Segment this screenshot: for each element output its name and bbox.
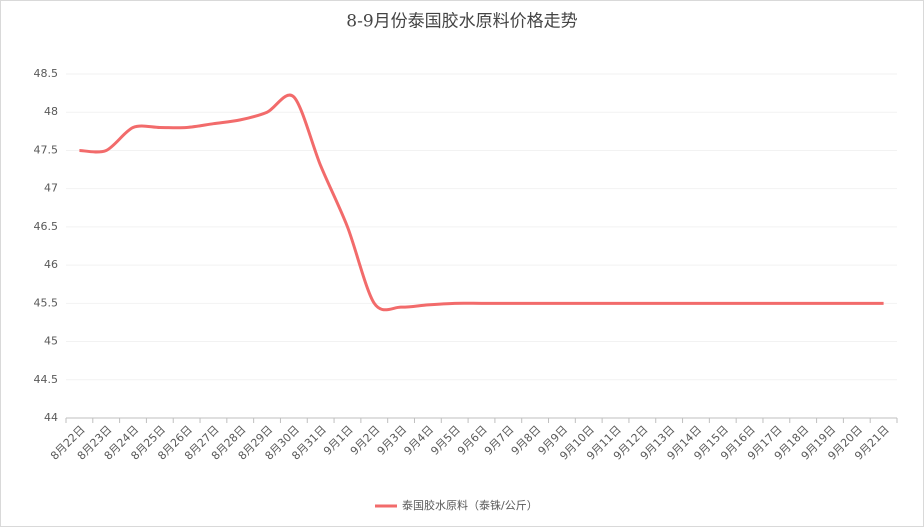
chart-title: 8-9月份泰国胶水原料价格走势 — [346, 12, 577, 32]
y-tick-label: 46 — [44, 258, 58, 271]
y-tick-label: 47 — [44, 182, 58, 195]
legend-label: 泰国胶水原料（泰铢/公斤） — [402, 498, 538, 512]
y-tick-label: 48.5 — [34, 67, 59, 80]
y-tick-label: 44.5 — [34, 373, 59, 386]
y-tick-label: 44 — [44, 411, 58, 424]
y-tick-label: 45.5 — [34, 296, 59, 309]
y-tick-label: 45 — [44, 335, 58, 348]
series-line — [79, 93, 884, 312]
y-tick-label: 48 — [44, 105, 58, 118]
y-tick-label: 46.5 — [34, 220, 59, 233]
y-tick-label: 47.5 — [34, 143, 59, 156]
